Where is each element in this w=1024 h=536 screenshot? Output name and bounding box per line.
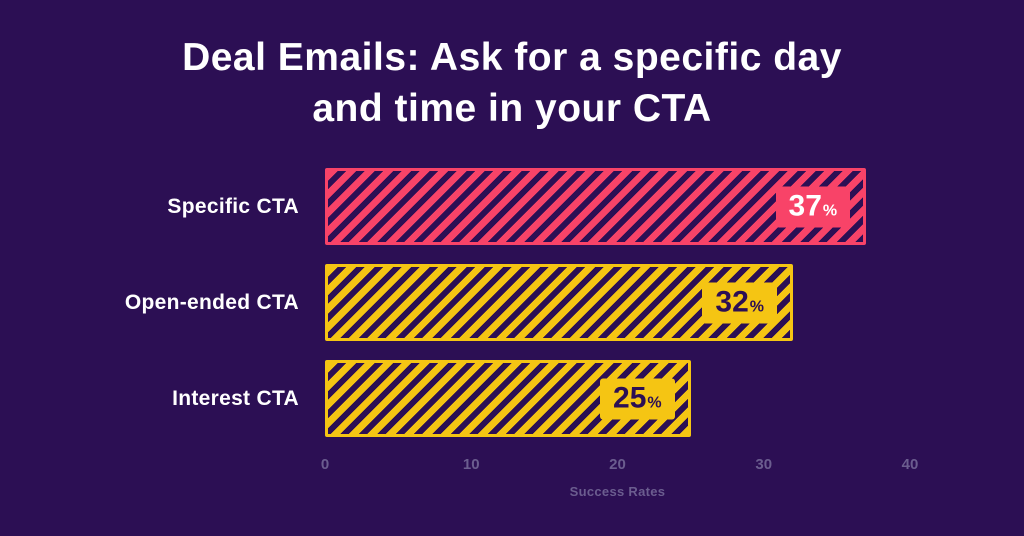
value-number: 32	[715, 285, 749, 318]
bar-row: Open-ended CTA 32%	[0, 264, 1024, 341]
bars-container: Specific CTA 37% Open-ended CTA 32% Interest…	[0, 168, 1024, 437]
x-axis-tick: 0	[320, 456, 330, 473]
value-badge: 25%	[600, 378, 675, 419]
value-badge: 32%	[702, 282, 777, 323]
bar: 32%	[325, 264, 793, 341]
chart-title-line-2: and time in your CTA	[312, 87, 712, 131]
x-axis-ticks: 0 10 20 30 40	[321, 456, 919, 478]
bar: 37%	[325, 168, 867, 245]
x-axis-tick: 30	[755, 456, 773, 473]
bar-row: Interest CTA 25%	[0, 360, 1024, 437]
bar-row: Specific CTA 37%	[0, 168, 1024, 245]
value-number: 25	[613, 381, 647, 414]
chart-title-line-1: Deal Emails: Ask for a specific day	[182, 36, 842, 79]
bar-chart: Specific CTA 37% Open-ended CTA 32% Interest…	[0, 168, 1024, 499]
bar-track: 32%	[325, 264, 910, 341]
value-suffix: %	[749, 298, 764, 315]
x-axis-label: Success Rates	[569, 484, 666, 499]
x-axis-tick: 40	[901, 456, 919, 473]
category-label: Open-ended CTA	[124, 290, 299, 314]
chart-title: Deal Emails: Ask for a specific day and …	[0, 32, 1024, 135]
bar: 25%	[325, 360, 691, 437]
category-label: Specific CTA	[167, 194, 299, 218]
value-suffix: %	[822, 202, 838, 219]
bar-track: 37%	[325, 168, 910, 245]
value-number: 37	[788, 189, 822, 222]
value-badge: 37%	[775, 186, 851, 227]
value-suffix: %	[647, 394, 662, 411]
category-label: Interest CTA	[172, 386, 299, 410]
x-axis-tick: 10	[462, 456, 480, 473]
bar-track: 25%	[325, 360, 910, 437]
x-axis-tick: 20	[609, 456, 626, 473]
